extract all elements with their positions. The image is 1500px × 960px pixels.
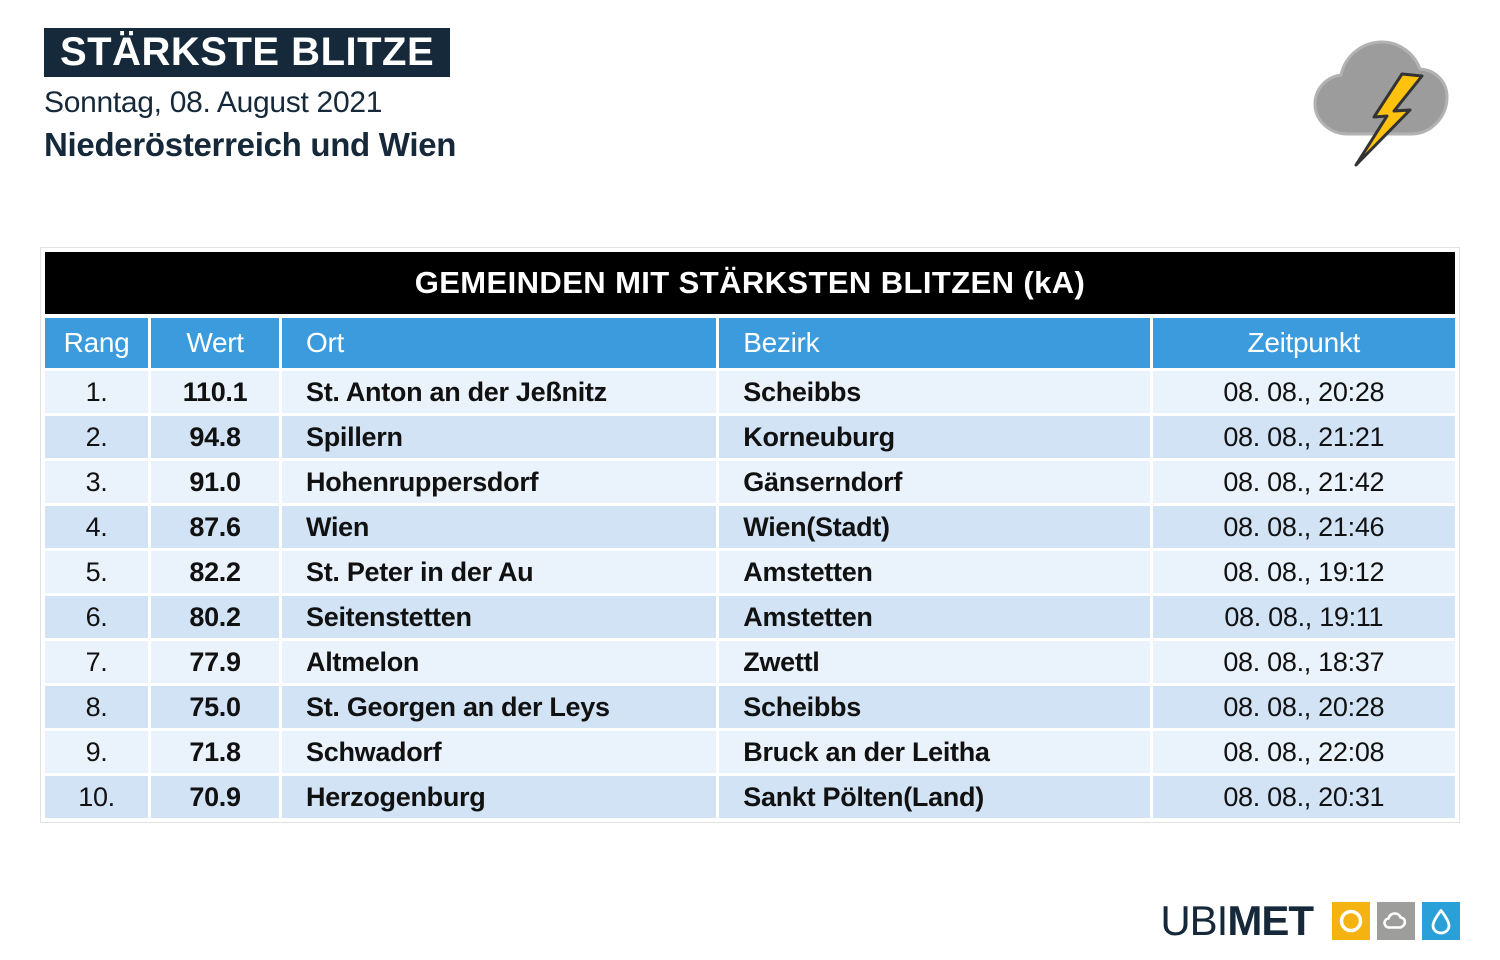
cell-bezirk: Zwettl	[719, 641, 1150, 683]
cell-bezirk: Scheibbs	[719, 371, 1150, 413]
storm-cloud-icon	[1313, 40, 1449, 136]
cell-wert: 71.8	[151, 731, 280, 773]
lightning-bolt-icon	[1354, 72, 1424, 167]
sun-icon	[1332, 902, 1370, 940]
cell-ort: St. Peter in der Au	[282, 551, 717, 593]
cell-wert: 82.2	[151, 551, 280, 593]
table-title: GEMEINDEN MIT STÄRKSTEN BLITZEN (kA)	[45, 252, 1455, 314]
table-row: 5. 82.2 St. Peter in der Au Amstetten 08. 08…	[45, 551, 1455, 593]
ubimet-logo: UBIMET	[1160, 900, 1314, 942]
footer-brand: UBIMET	[1160, 900, 1460, 942]
cell-zeitpunkt: 08. 08., 21:46	[1152, 506, 1455, 548]
brand-text-met: MET	[1227, 897, 1314, 944]
table-row: 2. 94.8 Spillern Korneuburg 08. 08., 21:21	[45, 416, 1455, 458]
cell-rang: 4.	[45, 506, 149, 548]
cell-rang: 9.	[45, 731, 149, 773]
cell-zeitpunkt: 08. 08., 21:42	[1152, 461, 1455, 503]
table-row: 7. 77.9 Altmelon Zwettl 08. 08., 18:37	[45, 641, 1455, 683]
cell-wert: 110.1	[151, 371, 280, 413]
cell-ort: Hohenruppersdorf	[282, 461, 717, 503]
cell-ort: Seitenstetten	[282, 596, 717, 638]
table-body: 1. 110.1 St. Anton an der Jeßnitz Scheibbs 0…	[45, 371, 1455, 818]
table-header-row: Rang Wert Ort Bezirk Zeitpunkt	[45, 318, 1455, 368]
column-header-ort: Ort	[282, 318, 717, 368]
cell-bezirk: Sankt Pölten(Land)	[719, 776, 1150, 818]
region-label: Niederösterreich und Wien	[44, 126, 457, 163]
cell-rang: 6.	[45, 596, 149, 638]
table-row: 10. 70.9 Herzogenburg Sankt Pölten(Land) 08.…	[45, 776, 1455, 818]
table-row: 8. 75.0 St. Georgen an der Leys Scheibbs 08.…	[45, 686, 1455, 728]
lightning-table: GEMEINDEN MIT STÄRKSTEN BLITZEN (kA) Ran…	[40, 247, 1460, 823]
cell-rang: 3.	[45, 461, 149, 503]
cell-zeitpunkt: 08. 08., 18:37	[1152, 641, 1455, 683]
cell-ort: St. Anton an der Jeßnitz	[282, 371, 717, 413]
cell-bezirk: Korneuburg	[719, 416, 1150, 458]
cell-zeitpunkt: 08. 08., 19:11	[1152, 596, 1455, 638]
page-title: STÄRKSTE BLITZE	[44, 28, 451, 77]
cell-ort: Herzogenburg	[282, 776, 717, 818]
cell-ort: Altmelon	[282, 641, 717, 683]
cell-bezirk: Wien(Stadt)	[719, 506, 1150, 548]
brand-text-ubi: UBI	[1160, 897, 1228, 944]
cell-rang: 10.	[45, 776, 149, 818]
cell-ort: Schwadorf	[282, 731, 717, 773]
cell-bezirk: Gänserndorf	[719, 461, 1150, 503]
cell-ort: Spillern	[282, 416, 717, 458]
cell-rang: 7.	[45, 641, 149, 683]
header: STÄRKSTE BLITZE Sonntag, 08. August 2021…	[44, 28, 456, 164]
column-header-wert: Wert	[151, 318, 280, 368]
cell-wert: 77.9	[151, 641, 280, 683]
cell-bezirk: Amstetten	[719, 596, 1150, 638]
table-row: 1. 110.1 St. Anton an der Jeßnitz Scheibbs 0…	[45, 371, 1455, 413]
cell-zeitpunkt: 08. 08., 20:28	[1152, 686, 1455, 728]
table-row: 3. 91.0 Hohenruppersdorf Gänserndorf 08. 08.…	[45, 461, 1455, 503]
cell-zeitpunkt: 08. 08., 20:31	[1152, 776, 1455, 818]
drop-icon	[1422, 902, 1460, 940]
column-header-bezirk: Bezirk	[719, 318, 1150, 368]
table-row: 9. 71.8 Schwadorf Bruck an der Leitha 08. 08…	[45, 731, 1455, 773]
cell-bezirk: Scheibbs	[719, 686, 1150, 728]
cell-wert: 87.6	[151, 506, 280, 548]
cell-rang: 8.	[45, 686, 149, 728]
column-header-zeitpunkt: Zeitpunkt	[1152, 318, 1455, 368]
cell-bezirk: Amstetten	[719, 551, 1150, 593]
cell-wert: 80.2	[151, 596, 280, 638]
cell-zeitpunkt: 08. 08., 20:28	[1152, 371, 1455, 413]
cell-zeitpunkt: 08. 08., 19:12	[1152, 551, 1455, 593]
column-header-rang: Rang	[45, 318, 149, 368]
cell-ort: Wien	[282, 506, 717, 548]
date-label: Sonntag, 08. August 2021	[44, 86, 383, 119]
cell-bezirk: Bruck an der Leitha	[719, 731, 1150, 773]
cell-zeitpunkt: 08. 08., 22:08	[1152, 731, 1455, 773]
storm-cloud-lightning-icon	[1298, 12, 1463, 177]
table-row: 4. 87.6 Wien Wien(Stadt) 08. 08., 21:46	[45, 506, 1455, 548]
cloud-icon	[1377, 902, 1415, 940]
cell-rang: 1.	[45, 371, 149, 413]
cell-ort: St. Georgen an der Leys	[282, 686, 717, 728]
cell-wert: 91.0	[151, 461, 280, 503]
cell-wert: 70.9	[151, 776, 280, 818]
cell-rang: 2.	[45, 416, 149, 458]
cell-zeitpunkt: 08. 08., 21:21	[1152, 416, 1455, 458]
cell-wert: 75.0	[151, 686, 280, 728]
cell-wert: 94.8	[151, 416, 280, 458]
table-row: 6. 80.2 Seitenstetten Amstetten 08. 08., 19:…	[45, 596, 1455, 638]
cell-rang: 5.	[45, 551, 149, 593]
